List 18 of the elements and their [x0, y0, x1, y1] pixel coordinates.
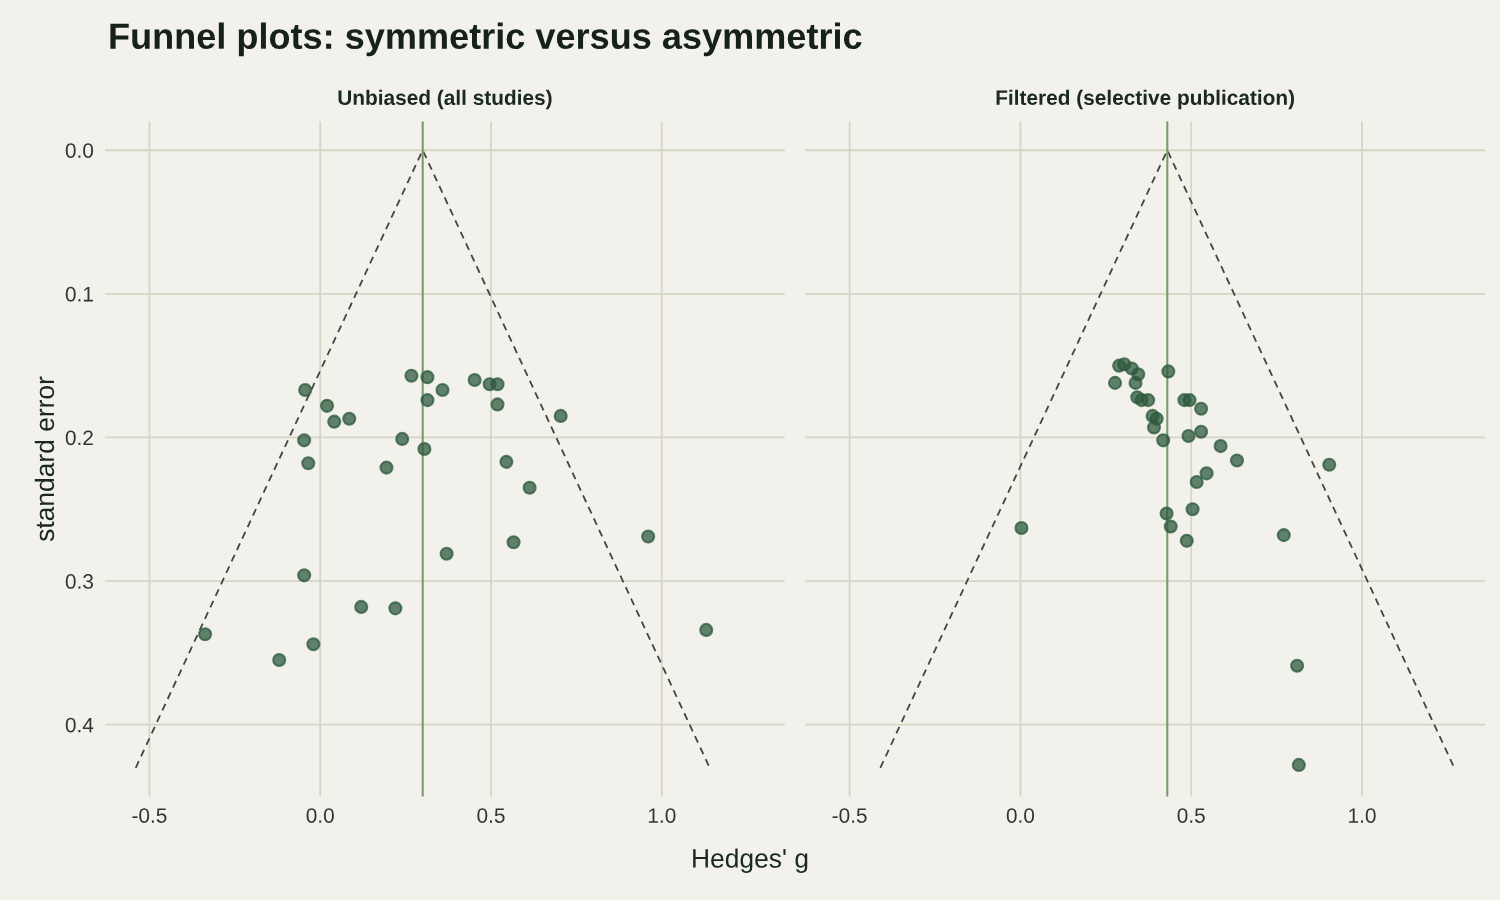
- x-tick-label: 0.0: [306, 808, 334, 823]
- x-tick-label: 1.0: [648, 808, 676, 823]
- x-tick-label: 0.0: [1006, 808, 1035, 823]
- y-tick-label: 0.2: [65, 430, 93, 446]
- chart-subtitle: Unbiased (all studies): [338, 89, 552, 110]
- x-tick-label: 1.0: [1349, 808, 1376, 823]
- x-tick-label: -0.5: [832, 808, 867, 823]
- x-tick-label: -0.5: [132, 808, 167, 823]
- y-axis-title: standard error: [34, 376, 55, 542]
- x-tick-label: 0.5: [1177, 808, 1205, 823]
- y-tick-label: 0.4: [65, 717, 94, 733]
- y-tick-label: 0.1: [65, 286, 93, 302]
- y-tick-label: 0.3: [65, 574, 93, 589]
- x-axis-title: Hedges' g: [693, 848, 808, 873]
- chart-title: Funnel plots: symmetric versus asymmetric: [110, 22, 862, 57]
- chart-subtitle: Filtered (selective publication): [996, 89, 1294, 110]
- x-tick-label: 0.5: [477, 808, 505, 823]
- y-tick-label: 0.0: [65, 143, 94, 158]
